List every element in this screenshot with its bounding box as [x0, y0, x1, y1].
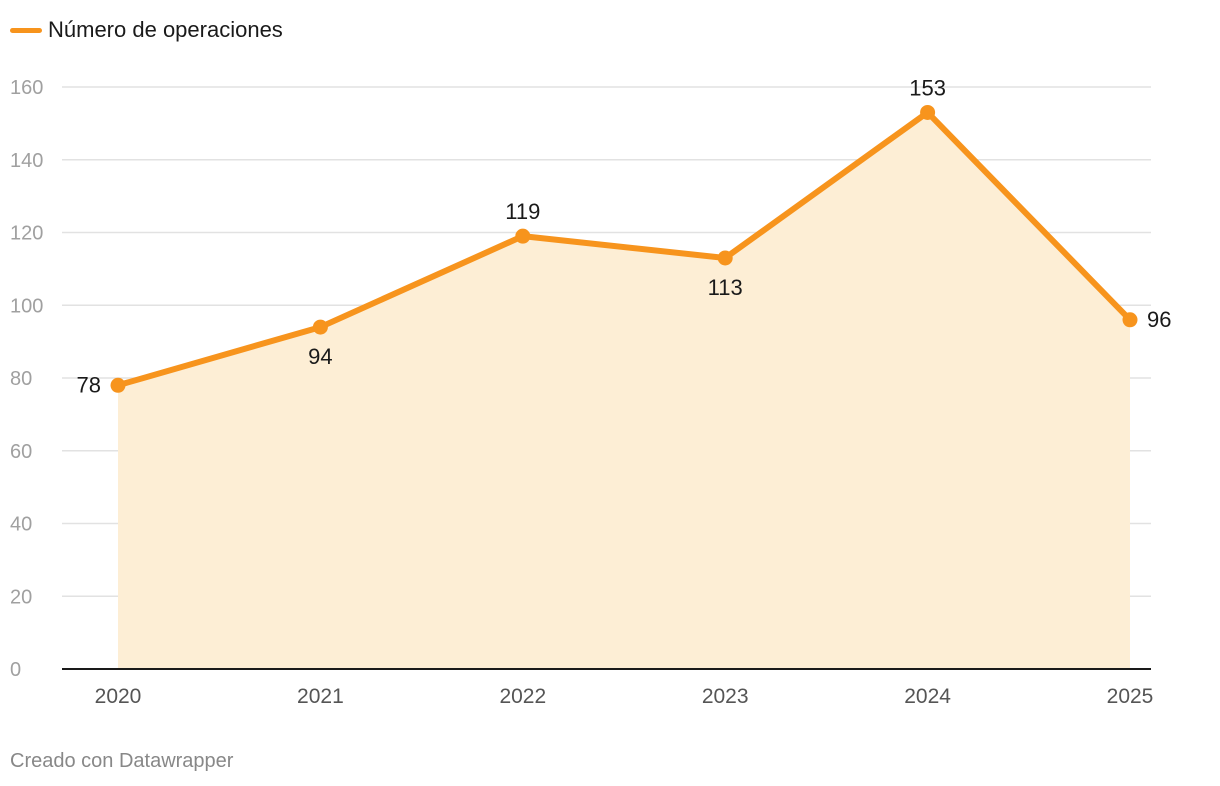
- area-fill: [118, 112, 1130, 669]
- legend-label-series: Número de operaciones: [48, 17, 283, 42]
- data-label-2023: 113: [708, 275, 743, 300]
- data-label-2024: 153: [909, 75, 946, 100]
- y-tick-label-160: 160: [10, 77, 43, 99]
- x-tick-label-2022: 2022: [499, 685, 546, 708]
- data-label-2022: 119: [505, 199, 540, 224]
- x-tick-label-2023: 2023: [702, 685, 749, 708]
- y-tick-label-40: 40: [10, 514, 32, 536]
- y-tick-label-100: 100: [10, 295, 43, 317]
- data-label-2021: 94: [308, 344, 332, 369]
- data-point-2025: [1122, 312, 1138, 328]
- legend-swatch: [10, 27, 42, 33]
- data-point-2023: [717, 250, 733, 266]
- data-label-2020: 78: [77, 372, 101, 397]
- y-tick-label-140: 140: [10, 150, 43, 172]
- data-point-2021: [312, 319, 328, 335]
- data-label-2025: 96: [1147, 307, 1171, 332]
- y-tick-label-20: 20: [10, 586, 32, 608]
- legend: Número de operaciones: [10, 14, 283, 46]
- series-line: [115, 109, 1133, 389]
- data-point-2024: [920, 104, 936, 120]
- x-tick-label-2021: 2021: [297, 685, 344, 708]
- y-tick-label-60: 60: [10, 441, 32, 463]
- footer-credit: Creado con Datawrapper: [10, 750, 234, 772]
- y-tick-label-80: 80: [10, 368, 32, 390]
- x-tick-label-2025: 2025: [1107, 685, 1154, 708]
- y-tick-label-0: 0: [10, 659, 21, 681]
- x-tick-label-2024: 2024: [904, 685, 951, 708]
- y-tick-label-120: 120: [10, 223, 43, 245]
- x-tick-label-2020: 2020: [95, 685, 142, 708]
- data-point-2020: [110, 377, 126, 393]
- data-point-2022: [515, 228, 531, 244]
